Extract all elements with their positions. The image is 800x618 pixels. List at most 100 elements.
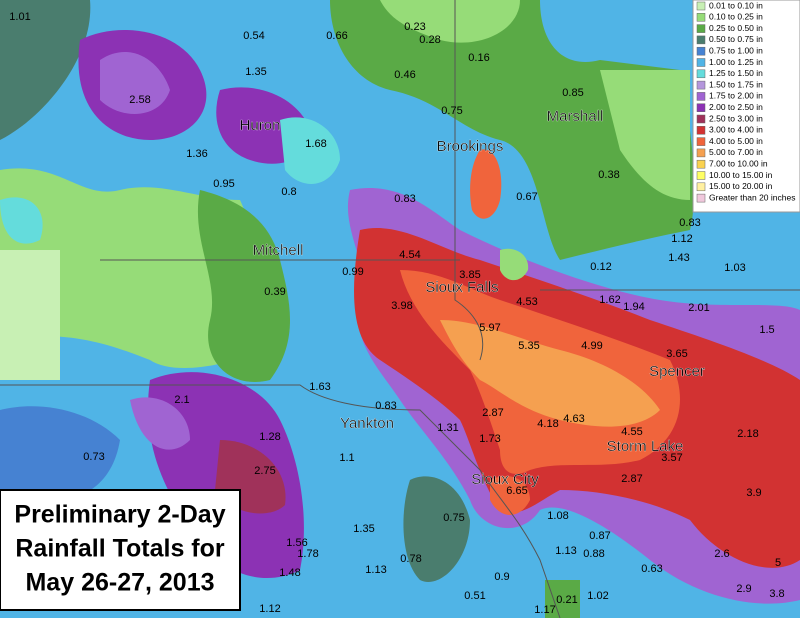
rainfall-value: 1.56 (286, 537, 307, 549)
rainfall-value: 0.88 (583, 548, 604, 560)
legend-label: 1.50 to 1.75 in (709, 79, 763, 89)
rainfall-value: 1.35 (245, 66, 266, 78)
rainfall-value: 1.68 (305, 138, 326, 150)
rainfall-value: 2.01 (688, 302, 709, 314)
city-name: Sioux City (471, 471, 539, 488)
legend-swatch (696, 58, 706, 67)
city-name: Sioux Falls (425, 279, 498, 296)
rainfall-value: 5.35 (518, 340, 539, 352)
rainfall-value: 1.08 (547, 510, 568, 522)
rainfall-value: 1.36 (186, 148, 207, 160)
legend-swatch (696, 193, 706, 203)
rainfall-value: 4.63 (563, 413, 584, 425)
rainfall-value: 0.83 (375, 400, 396, 412)
legend-swatch (696, 80, 706, 90)
title-line: Rainfall Totals for (15, 535, 225, 563)
title-box: Preliminary 2-Day Rainfall Totals for May … (0, 489, 241, 611)
rainfall-value: 2.9 (736, 583, 751, 595)
rainfall-value: 0.12 (590, 261, 611, 273)
rainfall-value: 1.63 (309, 381, 330, 393)
legend-box (692, 0, 800, 213)
legend-swatch (696, 35, 706, 45)
city-labels: Huron Brookings Marshall Mitchell Sioux Fall… (239, 108, 705, 488)
legend-swatch (696, 148, 706, 158)
legend-swatch (696, 126, 706, 135)
city-name: Marshall (547, 108, 604, 125)
legend-label: 5.00 to 7.00 in (709, 147, 763, 157)
rainfall-value: 2.1 (174, 394, 189, 406)
legend-swatch (696, 92, 706, 101)
rainfall-value: 0.95 (213, 178, 234, 190)
rainfall-labels: 1.01 0.54 0.66 0.230.28 0.16 0.46 1.35 2.58 0.75… (9, 11, 784, 616)
legend-label: Greater than 20 inches (709, 192, 795, 202)
legend-label: 1.75 to 2.00 in (709, 91, 763, 101)
rainfall-value: 3.8 (769, 588, 784, 600)
rainfall-value: 0.75 (441, 105, 462, 117)
title-line: Preliminary 2-Day (14, 501, 225, 529)
legend-swatch (696, 103, 706, 112)
rainfall-value: 1.01 (9, 11, 30, 23)
rainfall-value: 0.38 (598, 169, 619, 181)
rainfall-value: 0.63 (641, 563, 662, 575)
rainfall-value: 3.98 (391, 300, 412, 312)
legend-label: 2.00 to 2.50 in (709, 102, 763, 112)
rainfall-value: 1.31 (437, 422, 458, 434)
title-line: May 26-27, 2013 (25, 569, 214, 597)
legend-label: 7.00 to 10.00 in (709, 158, 768, 168)
legend-label: 0.25 to 0.50 in (709, 23, 763, 33)
rainfall-value: 1.62 (599, 294, 620, 306)
rainfall-value: 0.99 (342, 266, 363, 278)
rainfall-value: 0.51 (464, 590, 485, 602)
legend-swatch (696, 159, 706, 169)
city-name: Yankton (340, 415, 394, 432)
rainfall-value: 0.9 (494, 571, 509, 583)
rainfall-value: 0.16 (468, 52, 489, 64)
legend-swatch (696, 114, 706, 124)
rainfall-value: 4.55 (621, 426, 642, 438)
rainfall-value: 0.73 (83, 451, 104, 463)
rainfall-value: 0.75 (443, 512, 464, 524)
rainfall-value: 1.17 (534, 604, 555, 616)
legend-label: 3.00 to 4.00 in (709, 125, 763, 135)
rainfall-value: 1.43 (668, 252, 689, 264)
rainfall-value: 4.18 (537, 418, 558, 430)
rainfall-value: 0.83 (394, 193, 415, 205)
rainfall-value: 3.85 (459, 269, 480, 281)
rainfall-value: 4.99 (581, 340, 602, 352)
rainfall-value: 0.8 (281, 186, 296, 198)
city-name: Huron (240, 117, 281, 134)
rainfall-value: 0.46 (394, 69, 415, 81)
legend-swatch (696, 182, 706, 192)
rainfall-value: 0.83 (679, 217, 700, 229)
rainfall-value: 1.94 (623, 301, 644, 313)
rainfall-value: 0.23 (404, 21, 425, 33)
rainfall-value: 5 (775, 557, 781, 569)
legend-label: 1.00 to 1.25 in (709, 57, 763, 67)
rainfall-value: 3.9 (746, 487, 761, 499)
legend-label: 0.01 to 0.10 in (709, 0, 763, 10)
legend-swatch (696, 24, 706, 33)
legend-swatch (696, 171, 706, 180)
rainfall-value: 2.75 (254, 465, 275, 477)
rainfall-value: 0.67 (516, 191, 537, 203)
title-box-background (0, 489, 241, 611)
rainfall-value: 2.87 (621, 473, 642, 485)
rainfall-value: 1.1 (339, 452, 354, 464)
rainfall-value: 3.65 (666, 348, 687, 360)
rainfall-value: 1.48 (279, 567, 300, 579)
legend-label: 0.50 to 0.75 in (709, 34, 763, 44)
legend-label: 2.50 to 3.00 in (709, 113, 763, 123)
rainfall-value: 4.54 (399, 249, 420, 261)
legend-label: 0.10 to 0.25 in (709, 12, 763, 22)
legend-label: 10.00 to 15.00 in (709, 170, 773, 180)
rainfall-value: 2.58 (129, 94, 150, 106)
city-name: Storm Lake (607, 438, 684, 455)
rainfall-value: 0.66 (326, 30, 347, 42)
rainfall-value: 4.53 (516, 296, 537, 308)
rainfall-value: 1.78 (297, 548, 318, 560)
legend-label: 0.75 to 1.00 in (709, 45, 763, 55)
